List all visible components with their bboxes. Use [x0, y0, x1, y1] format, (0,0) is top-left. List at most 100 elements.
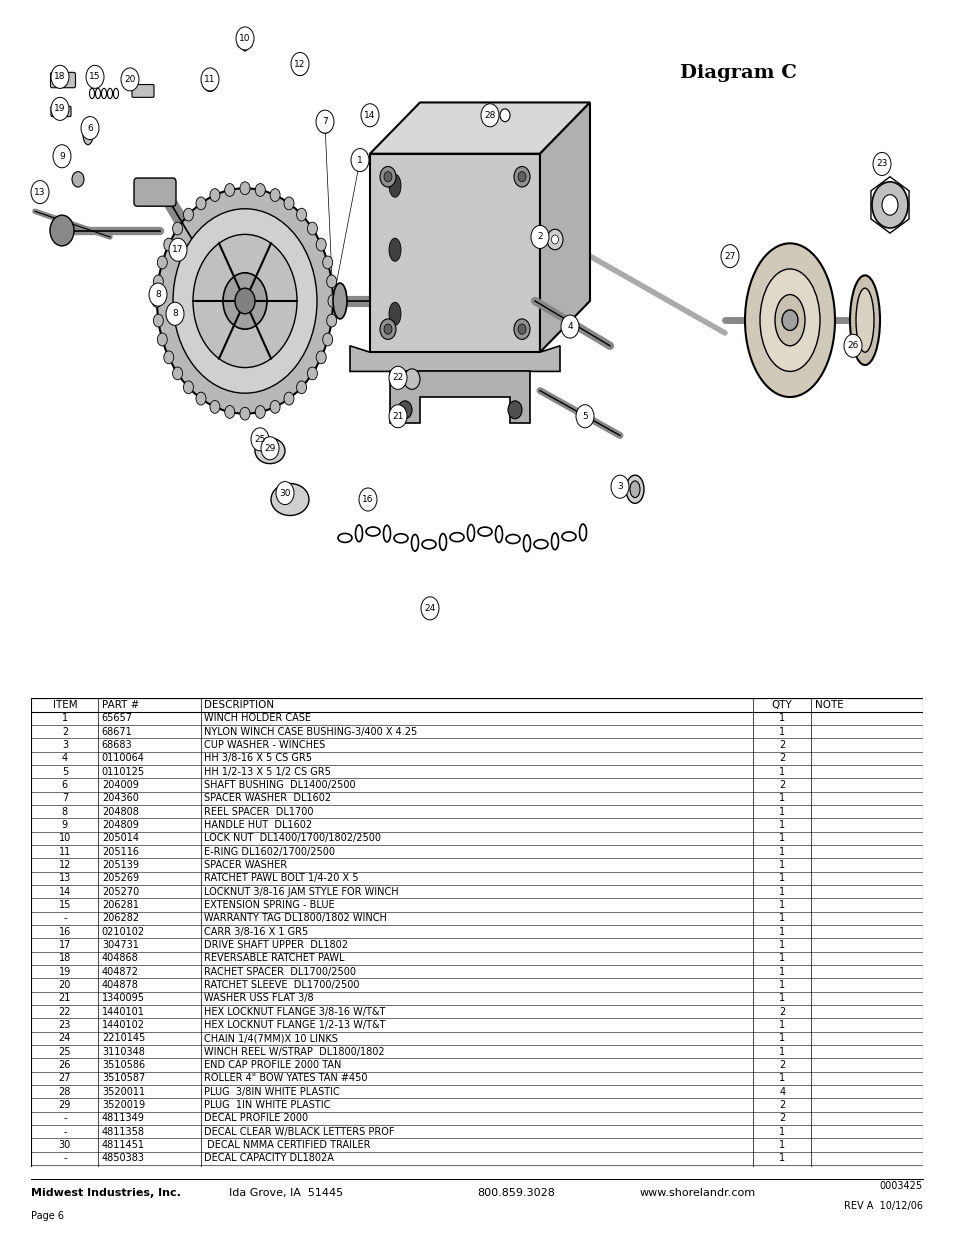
Text: HH 1/2-13 X 5 1/2 CS GR5: HH 1/2-13 X 5 1/2 CS GR5 — [204, 767, 331, 777]
Text: 2: 2 — [779, 781, 784, 790]
Ellipse shape — [83, 125, 92, 144]
Text: 0110125: 0110125 — [102, 767, 145, 777]
Text: 24: 24 — [59, 1034, 71, 1044]
Text: END CAP PROFILE 2000 TAN: END CAP PROFILE 2000 TAN — [204, 1060, 341, 1070]
Text: 0210102: 0210102 — [102, 926, 145, 937]
Text: 2: 2 — [779, 1060, 784, 1070]
Circle shape — [210, 400, 220, 414]
Text: 205116: 205116 — [102, 847, 139, 857]
Text: 9: 9 — [62, 820, 68, 830]
Text: 0003425: 0003425 — [879, 1181, 922, 1191]
Polygon shape — [370, 103, 589, 153]
Text: 9: 9 — [59, 152, 65, 161]
Circle shape — [720, 245, 739, 268]
Text: WINCH HOLDER CASE: WINCH HOLDER CASE — [204, 714, 311, 724]
Text: -: - — [63, 914, 67, 924]
Text: 1: 1 — [779, 806, 784, 816]
Ellipse shape — [849, 275, 879, 366]
Text: 4811451: 4811451 — [102, 1140, 145, 1150]
Text: 1: 1 — [779, 1073, 784, 1083]
Circle shape — [172, 222, 182, 235]
Text: 1: 1 — [779, 914, 784, 924]
Circle shape — [235, 27, 253, 49]
Circle shape — [183, 380, 193, 394]
Text: 11: 11 — [59, 847, 71, 857]
Circle shape — [843, 335, 862, 357]
Text: CHAIN 1/4(7MM)X 10 LINKS: CHAIN 1/4(7MM)X 10 LINKS — [204, 1034, 338, 1044]
Text: 18: 18 — [54, 73, 66, 82]
FancyBboxPatch shape — [133, 178, 175, 206]
Ellipse shape — [629, 480, 639, 498]
Text: 30: 30 — [279, 489, 291, 498]
Text: 14: 14 — [364, 111, 375, 120]
Text: 27: 27 — [723, 252, 735, 261]
Circle shape — [164, 238, 173, 251]
Text: 15: 15 — [59, 900, 71, 910]
Text: 1: 1 — [779, 860, 784, 871]
Ellipse shape — [744, 243, 834, 396]
Circle shape — [225, 184, 234, 196]
Text: 22: 22 — [58, 1007, 71, 1016]
Circle shape — [389, 367, 407, 389]
Text: 5: 5 — [581, 411, 587, 421]
Text: Midwest Industries, Inc.: Midwest Industries, Inc. — [31, 1188, 181, 1198]
Text: 1: 1 — [779, 967, 784, 977]
Text: PLUG  3/8IN WHITE PLASTIC: PLUG 3/8IN WHITE PLASTIC — [204, 1087, 339, 1097]
Text: RATCHET SLEEVE  DL1700/2500: RATCHET SLEEVE DL1700/2500 — [204, 981, 359, 990]
Text: ROLLER 4" BOW YATES TAN #450: ROLLER 4" BOW YATES TAN #450 — [204, 1073, 368, 1083]
Text: DRIVE SHAFT UPPER  DL1802: DRIVE SHAFT UPPER DL1802 — [204, 940, 348, 950]
Circle shape — [296, 63, 303, 70]
Text: 800.859.3028: 800.859.3028 — [476, 1188, 555, 1198]
Text: 65657: 65657 — [102, 714, 132, 724]
Circle shape — [183, 209, 193, 221]
Text: 4: 4 — [62, 753, 68, 763]
Text: Ida Grove, IA  51445: Ida Grove, IA 51445 — [229, 1188, 343, 1198]
Circle shape — [30, 180, 49, 204]
Text: 24: 24 — [424, 604, 436, 613]
Text: 0110064: 0110064 — [102, 753, 145, 763]
Text: 29: 29 — [264, 443, 275, 453]
Ellipse shape — [625, 475, 643, 504]
Text: DECAL CAPACITY DL1802A: DECAL CAPACITY DL1802A — [204, 1153, 334, 1163]
Text: www.shorelandr.com: www.shorelandr.com — [639, 1188, 755, 1198]
Text: 21: 21 — [392, 411, 403, 421]
Text: WINCH REEL W/STRAP  DL1800/1802: WINCH REEL W/STRAP DL1800/1802 — [204, 1047, 385, 1057]
Text: 19: 19 — [59, 967, 71, 977]
Text: 16: 16 — [59, 926, 71, 937]
Text: ITEM: ITEM — [52, 700, 77, 710]
Circle shape — [379, 319, 395, 340]
Circle shape — [531, 226, 548, 248]
Text: 17: 17 — [59, 940, 71, 950]
Text: DECAL PROFILE 2000: DECAL PROFILE 2000 — [204, 1114, 308, 1124]
Ellipse shape — [173, 288, 195, 326]
Text: 2: 2 — [779, 1007, 784, 1016]
Circle shape — [225, 405, 234, 419]
Circle shape — [328, 295, 337, 308]
Text: 1: 1 — [356, 156, 362, 164]
Circle shape — [499, 109, 510, 122]
Text: 15: 15 — [90, 73, 101, 82]
Circle shape — [389, 405, 407, 427]
Text: LOCKNUT 3/8-16 JAM STYLE FOR WINCH: LOCKNUT 3/8-16 JAM STYLE FOR WINCH — [204, 887, 398, 897]
Ellipse shape — [760, 269, 820, 372]
Text: NYLON WINCH CASE BUSHING-3/400 X 4.25: NYLON WINCH CASE BUSHING-3/400 X 4.25 — [204, 726, 417, 737]
FancyBboxPatch shape — [51, 106, 71, 116]
Circle shape — [81, 116, 99, 140]
Text: -: - — [63, 1153, 67, 1163]
Circle shape — [164, 351, 173, 364]
Polygon shape — [539, 103, 589, 352]
Text: SHAFT BUSHING  DL1400/2500: SHAFT BUSHING DL1400/2500 — [204, 781, 355, 790]
Circle shape — [284, 393, 294, 405]
Text: 206281: 206281 — [102, 900, 139, 910]
Circle shape — [296, 209, 306, 221]
Text: 2: 2 — [779, 1114, 784, 1124]
Text: 20: 20 — [124, 75, 135, 84]
Text: E-RING DL1602/1700/2500: E-RING DL1602/1700/2500 — [204, 847, 335, 857]
Text: -: - — [63, 1126, 67, 1136]
Circle shape — [234, 288, 254, 314]
Circle shape — [315, 351, 326, 364]
Text: 1: 1 — [779, 981, 784, 990]
Text: Diagram C: Diagram C — [679, 64, 796, 82]
Text: 1: 1 — [62, 714, 68, 724]
Text: 28: 28 — [484, 111, 496, 120]
